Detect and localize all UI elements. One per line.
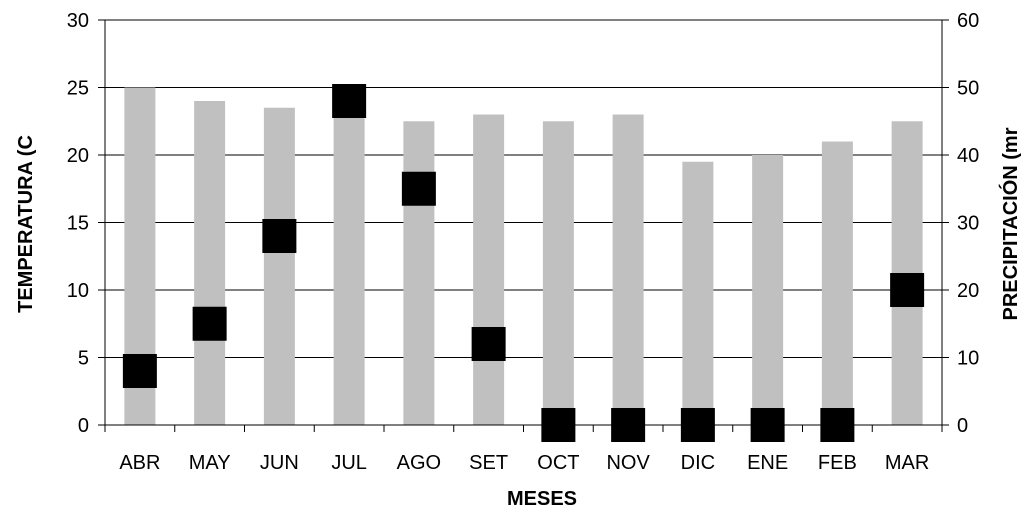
bar-jun bbox=[264, 108, 295, 425]
x-tick-label: FEB bbox=[818, 452, 857, 474]
y2-tick-label: 10 bbox=[957, 348, 979, 370]
y2-tick-label: 40 bbox=[957, 145, 979, 167]
marker-nov bbox=[611, 408, 645, 442]
gridlines bbox=[105, 20, 942, 425]
marker-ene bbox=[751, 408, 785, 442]
x-tick-label: AGO bbox=[397, 452, 441, 474]
x-tick-label: JUL bbox=[331, 452, 367, 474]
y2-tick-label: 30 bbox=[957, 213, 979, 235]
marker-set bbox=[472, 327, 506, 361]
y-tick-label: 25 bbox=[67, 78, 89, 100]
left-tick-labels: 0 5 10 15 20 25 30 bbox=[67, 10, 89, 437]
bar-ene bbox=[752, 155, 783, 425]
x-tick-label: OCT bbox=[537, 452, 579, 474]
x-tick-label: ENE bbox=[747, 452, 788, 474]
x-tick-label: SET bbox=[469, 452, 508, 474]
temperature-bars bbox=[124, 88, 922, 426]
y-tick-label: 20 bbox=[67, 145, 89, 167]
y2-axis-title: PRECIPITACIÓN (mr bbox=[998, 127, 1022, 320]
marker-ago bbox=[402, 172, 436, 206]
marker-feb bbox=[820, 408, 854, 442]
x-axis-title: MESES bbox=[507, 488, 577, 510]
precipitation-markers bbox=[123, 84, 924, 442]
bar-oct bbox=[543, 121, 574, 425]
bar-dic bbox=[682, 162, 713, 425]
marker-abr bbox=[123, 354, 157, 388]
bar-feb bbox=[822, 142, 853, 426]
marker-jul bbox=[332, 84, 366, 118]
marker-mar bbox=[890, 273, 924, 307]
bar-set bbox=[473, 115, 504, 426]
bar-ago bbox=[403, 121, 434, 425]
marker-oct bbox=[541, 408, 575, 442]
bar-may bbox=[194, 101, 225, 425]
marker-jun bbox=[262, 219, 296, 253]
x-tick-label: MAY bbox=[189, 452, 231, 474]
y-tick-label: 0 bbox=[78, 415, 89, 437]
bar-jul bbox=[334, 101, 365, 425]
y2-tick-label: 0 bbox=[957, 415, 968, 437]
right-tick-labels: 0 10 20 30 40 50 60 bbox=[957, 10, 979, 437]
x-tick-label: NOV bbox=[606, 452, 650, 474]
y-tick-label: 15 bbox=[67, 213, 89, 235]
x-tick-label: MAR bbox=[885, 452, 929, 474]
y-tick-label: 10 bbox=[67, 280, 89, 302]
bar-nov bbox=[613, 115, 644, 426]
x-tick-label: ABR bbox=[119, 452, 160, 474]
y2-tick-label: 20 bbox=[957, 280, 979, 302]
x-tick-label: DIC bbox=[681, 452, 715, 474]
y2-tick-label: 50 bbox=[957, 78, 979, 100]
axes bbox=[98, 20, 949, 432]
marker-dic bbox=[681, 408, 715, 442]
y-axis-title: TEMPERATURA (C bbox=[15, 135, 37, 313]
x-tick-label: JUN bbox=[260, 452, 299, 474]
y-tick-label: 30 bbox=[67, 10, 89, 32]
y2-tick-label: 60 bbox=[957, 10, 979, 32]
category-labels: ABR MAY JUN JUL AGO SET OCT NOV DIC ENE FEB MAR bbox=[119, 452, 929, 474]
marker-may bbox=[193, 307, 227, 341]
y-tick-label: 5 bbox=[78, 348, 89, 370]
